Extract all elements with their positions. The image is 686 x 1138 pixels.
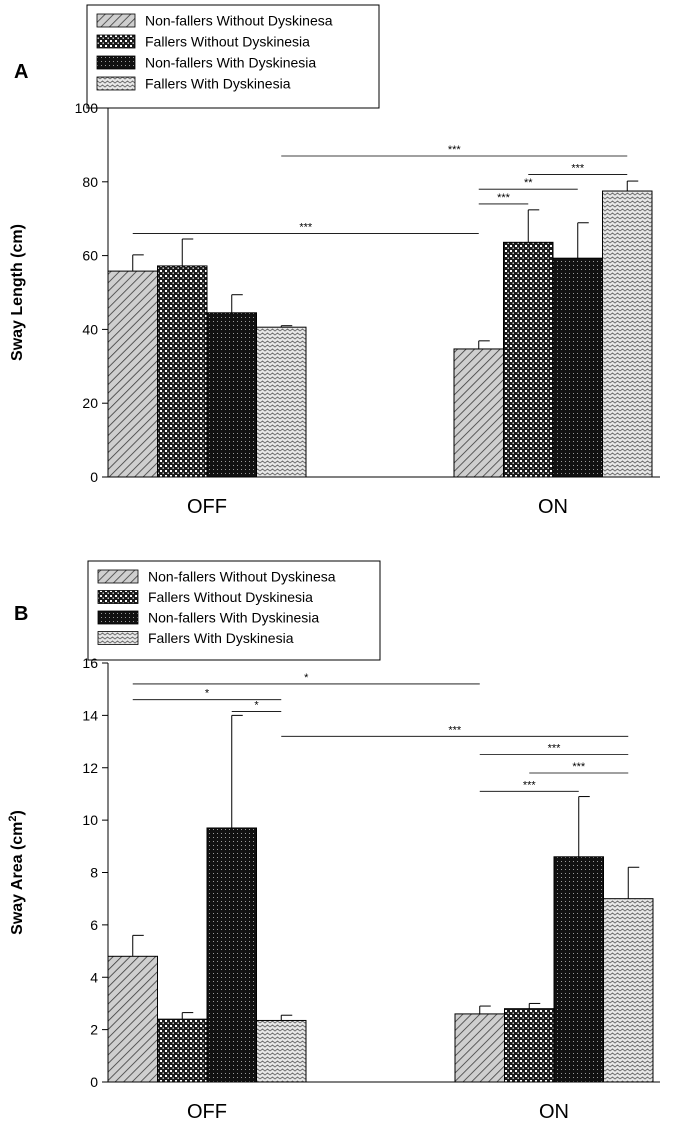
category-label: OFF [187,1101,227,1123]
bar [107,955,158,1083]
legend-swatch-hatch [96,13,136,28]
y-tick-label: 0 [90,469,98,485]
legend-label: Fallers With Dyskinesia [148,630,294,646]
legend-swatch-dark [96,55,136,70]
category-label: OFF [187,496,227,518]
significance-label: * [205,688,210,700]
y-tick-label: 60 [82,248,98,264]
legend-label: Non-fallers With Dyskinesia [145,55,316,71]
y-tick-label: 16 [82,655,98,671]
y-tick-label: 6 [90,917,98,933]
legend-box [86,4,380,109]
significance-label: *** [572,761,586,773]
y-tick-label: 12 [82,760,98,776]
significance-label: *** [299,221,313,233]
y-axis-label: Sway Length (cm) [9,224,26,361]
category-label: ON [538,496,568,518]
y-tick-label: 80 [82,174,98,190]
bar [603,898,654,1083]
panel-b: B Non-fallers Without Dyskinesa Fallers Wi… [7,560,660,1123]
significance-label: *** [523,779,537,791]
panel-a: A Non-fallers Without Dyskinesa Fallers Wi… [9,4,660,518]
y-tick-label: 40 [82,321,98,337]
legend: Non-fallers Without Dyskinesa Fallers Wit… [87,560,381,661]
y-tick-label: 4 [90,969,98,985]
bar [157,1018,208,1083]
y-tick-label: 100 [75,100,99,116]
significance-label: * [254,699,259,711]
bar [602,190,653,478]
bar [206,312,257,478]
y-axis-label-superscript: 2 [7,815,19,821]
category-label: ON [539,1101,569,1123]
legend-swatch-check [96,34,136,49]
y-tick-label: 8 [90,865,98,881]
legend-label: Fallers Without Dyskinesia [148,589,313,605]
bar [503,241,554,478]
legend-swatch-wave [97,631,139,645]
significance-label: * [304,672,309,684]
legend-swatch-wave [96,76,136,91]
y-axis-label-text: Sway Length (cm) [9,224,26,361]
significance-label: *** [548,743,562,755]
y-tick-label: 2 [90,1022,98,1038]
bar [553,856,604,1083]
y-axis-label-tail: ) [9,810,26,815]
legend-label: Fallers Without Dyskinesia [145,34,310,50]
bar [107,270,158,478]
y-axis-label: Sway Area (cm2) [7,810,26,935]
significance-label: *** [448,724,462,736]
bar [256,326,307,478]
bar [454,1013,505,1083]
bar [256,1019,307,1083]
legend-swatch-dark [97,610,139,625]
legend-label: Non-fallers Without Dyskinesa [148,569,336,585]
significance-label: *** [571,162,585,174]
y-tick-label: 0 [90,1074,98,1090]
significance-label: *** [448,144,462,156]
bar [157,265,208,478]
legend-swatch-check [97,590,139,604]
y-tick-label: 14 [82,707,98,723]
y-tick-label: 10 [82,812,98,828]
y-tick-label: 20 [82,395,98,411]
bar [552,257,603,478]
bar [504,1008,555,1083]
y-axis-label-text: Sway Area (cm [9,822,26,935]
panel-label: A [14,61,28,83]
legend-label: Non-fallers With Dyskinesia [148,610,319,626]
panel-label: B [14,603,28,625]
significance-label: *** [497,192,511,204]
legend: Non-fallers Without Dyskinesa Fallers Wit… [86,4,380,109]
bar [453,348,504,478]
legend-label: Fallers With Dyskinesia [145,76,291,92]
legend-swatch-hatch [97,569,139,584]
bar [206,827,257,1083]
significance-label: ** [524,177,533,189]
legend-label: Non-fallers Without Dyskinesa [145,13,333,29]
